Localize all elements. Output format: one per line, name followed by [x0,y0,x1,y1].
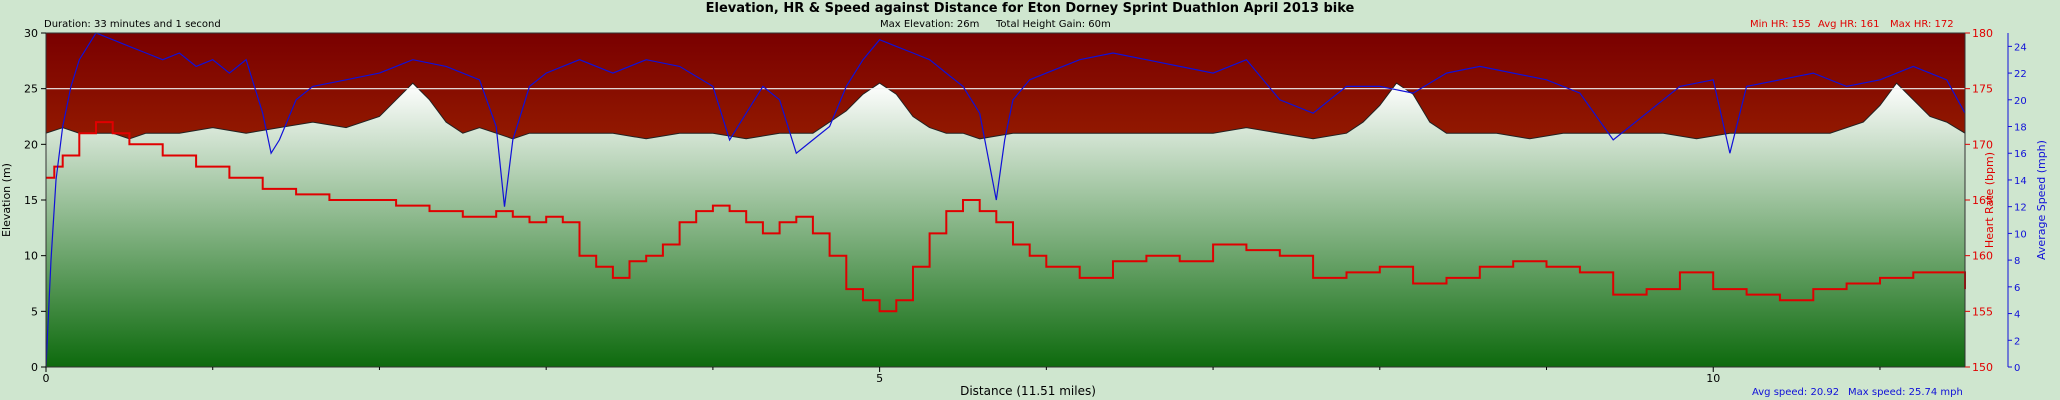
speed-tick-label: 18 [2014,123,2027,134]
distance-tick-label: 5 [876,372,883,385]
heart-rate-tick-label: 180 [1972,27,1993,40]
elevation-tick-label: 25 [24,83,38,96]
heart-rate-tick-label: 150 [1972,361,1993,374]
distance-tick-label: 10 [1706,372,1720,385]
avg-hr-label: Avg HR: 161 [1818,19,1880,30]
max-hr-label: Max HR: 172 [1890,19,1954,30]
speed-line [45,32,1966,368]
total-height-gain-label: Total Height Gain: 60m [995,19,1111,30]
heart-rate-tick-label: 160 [1972,250,1993,263]
elevation-tick-label: 15 [24,194,38,207]
elevation-tick-label: 0 [31,361,38,374]
elevation-area [45,82,1966,368]
heart-rate-tick-label: 170 [1972,138,1993,151]
heart-rate-line [46,121,1966,313]
speed-tick-label: 0 [2014,363,2020,374]
elevation-tick-label: 20 [24,138,38,151]
speed-tick-label: 12 [2014,203,2027,214]
elevation-tick-label: 30 [24,27,38,40]
heart-rate-tick-label: 165 [1972,194,1993,207]
heart-rate-tick-label: 155 [1972,305,1993,318]
elevation-axis: 0 5 10 15 20 25 30 [24,27,46,374]
avg-speed-label: Avg speed: 20.92 [1752,387,1839,398]
speed-tick-label: 14 [2014,176,2027,187]
max-elevation-label: Max Elevation: 26m [880,19,979,30]
heart-rate-tick-label: 175 [1972,83,1993,96]
speed-tick-label: 6 [2014,283,2020,294]
speed-tick-label: 22 [2014,69,2027,80]
speed-tick-label: 8 [2014,256,2020,267]
heart-rate-axis: 150 155 160 165 170 175 180 [1965,27,1993,374]
distance-tick-label: 0 [43,372,50,385]
chart-title: Elevation, HR & Speed against Distance f… [706,1,1355,16]
elevation-tick-label: 5 [31,305,38,318]
elevation-tick-label: 10 [24,250,38,263]
speed-tick-label: 4 [2014,310,2020,321]
duration-label: Duration: 33 minutes and 1 second [44,19,221,30]
elevation-axis-label: Elevation (m) [0,163,13,237]
distance-axis: 0 5 10 [43,367,1881,385]
heart-rate-axis-label: Heart Rate (bpm) [1983,152,1996,248]
speed-tick-label: 16 [2014,149,2027,160]
speed-tick-label: 24 [2014,42,2027,53]
speed-axis-label: Average Speed (mph) [2035,140,2048,260]
min-hr-label: Min HR: 155 [1750,19,1811,30]
distance-axis-label: Distance (11.51 miles) [960,384,1096,398]
max-speed-label: Max speed: 25.74 mph [1848,387,1963,398]
speed-tick-label: 10 [2014,229,2027,240]
speed-tick-label: 2 [2014,336,2020,347]
speed-tick-label: 20 [2014,96,2027,107]
